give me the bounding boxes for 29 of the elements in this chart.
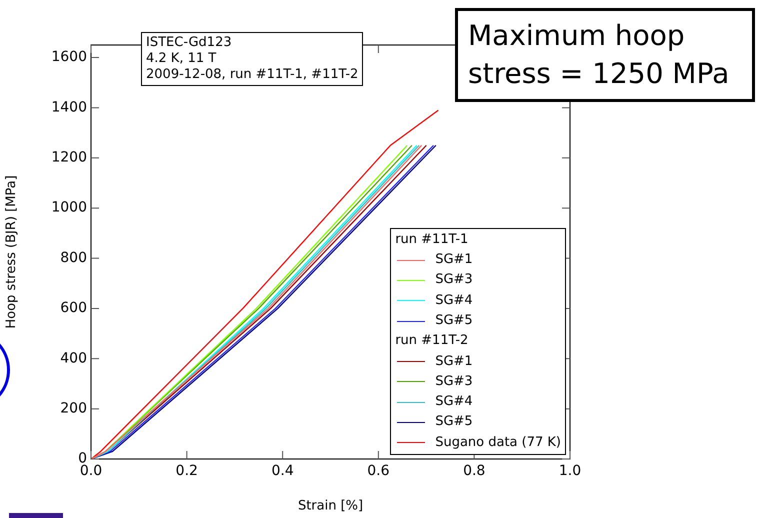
legend-label: SG#3 bbox=[435, 271, 473, 290]
y-tick-label: 800 bbox=[60, 250, 87, 266]
legend-label: SG#4 bbox=[435, 292, 473, 310]
legend-label: SG#3 bbox=[435, 372, 473, 391]
y-tick-label: 400 bbox=[60, 350, 87, 366]
legend-label: SG#5 bbox=[435, 413, 473, 432]
x-tick-label: 1.0 bbox=[558, 463, 582, 480]
y-tick-label: 200 bbox=[60, 400, 87, 416]
x-tick-label: 0.2 bbox=[176, 463, 198, 480]
x-tick-label: 0.8 bbox=[463, 463, 486, 480]
y-axis-title: Hoop stress (BJR) [MPa] bbox=[4, 175, 20, 329]
x-tick-label: 0.6 bbox=[367, 463, 390, 480]
y-tick-label: 600 bbox=[60, 300, 87, 316]
legend-label: SG#4 bbox=[435, 393, 473, 412]
annotation: Maximum hoop stress = 1250 MPa bbox=[455, 8, 755, 102]
legend-label: Sugano data (77 K) bbox=[435, 434, 561, 452]
legend-label: SG#1 bbox=[435, 352, 473, 371]
y-tick-label: 1000 bbox=[51, 200, 87, 216]
y-tick-label: 1200 bbox=[51, 150, 87, 166]
legend-label: SG#1 bbox=[435, 251, 473, 270]
y-tick-label: 1400 bbox=[51, 99, 87, 116]
text: run #11T-2 bbox=[395, 333, 468, 348]
annotation: ISTEC-Gd123 4.2 K, 11 T 2009-12-08, run #11T-1, #11T-2 bbox=[141, 32, 364, 86]
x-axis-title: Strain [%] bbox=[298, 498, 364, 514]
x-tick-label: 0.0 bbox=[80, 463, 102, 480]
legend-label: SG#5 bbox=[435, 312, 473, 330]
x-tick-label: 0.4 bbox=[271, 463, 294, 480]
y-tick-label: 1600 bbox=[51, 49, 87, 66]
text: run #11T-1 bbox=[395, 232, 468, 247]
